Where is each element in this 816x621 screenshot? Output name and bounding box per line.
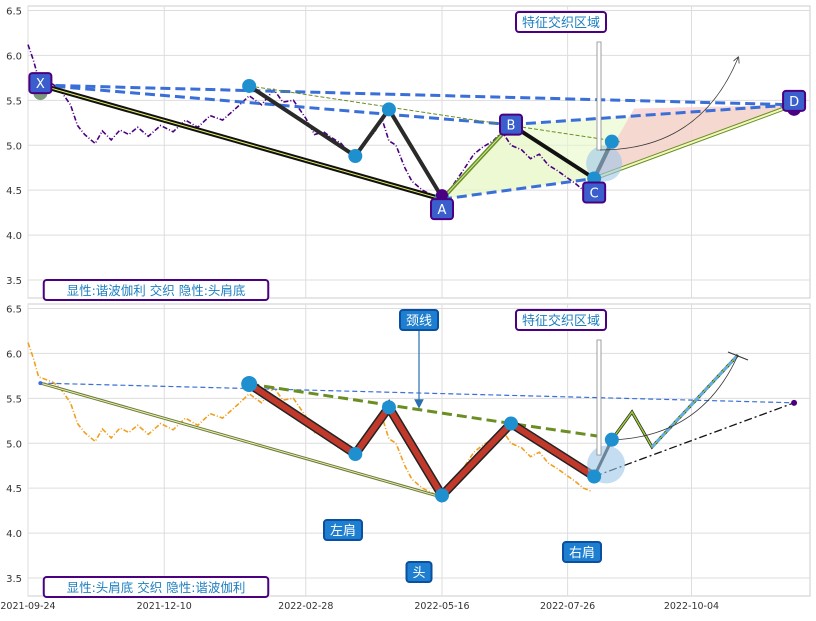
zone-label-bottom-box [515, 309, 607, 331]
harmonic-dash-xb [40, 83, 512, 127]
harmonic-leg-xa-inner [40, 84, 443, 200]
hs-point-marker [348, 149, 363, 164]
hs-point-marker [381, 102, 396, 117]
pivot-dot-x-bottom [38, 381, 43, 386]
harmonic-thin-cd [593, 402, 795, 478]
y-tick-label: 4.5 [6, 484, 22, 495]
hs-line [247, 381, 596, 501]
pivot-label-c: C [590, 187, 599, 202]
hs-point-marker-bottom [587, 469, 602, 484]
x-tick-label: 2021-12-10 [137, 601, 192, 612]
pivot-label-box [430, 198, 454, 221]
y-tick-label: 5.0 [6, 439, 22, 450]
projection-arrow-top [599, 58, 738, 151]
zone-label-top-box [515, 11, 607, 33]
hs-structure-top [248, 84, 444, 199]
hs-point-marker-bottom [604, 432, 619, 447]
y-tick-label: 5.5 [6, 394, 22, 405]
head-label: 头 [412, 566, 425, 581]
pivot-label-box [28, 72, 53, 95]
hs-point-marker [604, 134, 619, 149]
pivot-dot-d-bottom [791, 399, 798, 406]
y-tick-label: 3.5 [6, 574, 22, 585]
x-tick-label: 2022-10-04 [664, 601, 719, 612]
x-tick-label: 2022-07-26 [540, 601, 595, 612]
hs-point-marker-bottom [241, 375, 258, 392]
zone-pointer-top [596, 41, 602, 151]
neckline-label-box [399, 309, 439, 331]
left-shoulder-label-box [323, 519, 363, 541]
hs-point-marker-bottom [348, 447, 363, 462]
pivot-label-x: X [36, 77, 45, 92]
corner-label-top-box [42, 279, 270, 301]
right-shoulder-label: 右肩 [569, 545, 595, 561]
y-tick-label: 4.5 [6, 186, 22, 197]
harmonic-dash-ac [441, 177, 595, 201]
pivot-label-d: D [789, 95, 799, 110]
harmonic-fill-abc [442, 124, 595, 200]
corner-label-bottom-box [42, 576, 270, 598]
zone-pointer-bottom [596, 339, 602, 456]
left-shoulder-label: 左肩 [330, 523, 356, 539]
pivot-label-box [499, 113, 523, 136]
y-tick-label: 4.0 [6, 231, 22, 242]
pivot-label-box [782, 89, 807, 112]
price-line-top [27, 44, 591, 201]
projection-arc-bottom [604, 354, 739, 441]
y-tick-label: 3.5 [6, 276, 22, 287]
projection-zigzag [611, 354, 739, 449]
y-tick-label: 6.5 [6, 6, 22, 17]
pivot-label-b: B [507, 119, 516, 134]
hs-point-marker-bottom [504, 416, 518, 431]
pivot-label-box [582, 181, 607, 204]
hs-point-marker-bottom [381, 400, 396, 415]
x-tick-label: 2022-02-28 [278, 601, 333, 612]
harmonic-dash-bd [510, 103, 795, 127]
y-tick-label: 5.5 [6, 96, 22, 107]
corner-label-bottom: 显性:头肩底 交织 隐性:谐波伽利 [67, 580, 246, 595]
pivot-label-a: A [438, 203, 447, 218]
harmonic-thin-xd [40, 382, 795, 404]
x-tick-label: 2021-09-24 [0, 601, 55, 612]
price-line-bottom [27, 342, 591, 499]
zone-label-top: 特征交织区域 [522, 15, 600, 31]
projection-target-cap [727, 351, 749, 361]
harmonic-leg-bc [509, 122, 596, 181]
harmonic-leg-cd-inner [593, 103, 795, 180]
head-label-box [405, 561, 433, 583]
zone-label-bottom: 特征交织区域 [522, 313, 600, 329]
y-tick-label: 6.0 [6, 349, 22, 360]
neckline-label: 颈线 [406, 314, 432, 329]
plot-frame-top [27, 5, 811, 299]
corner-label-top: 显性:谐波伽利 交织 隐性:头肩底 [67, 283, 246, 298]
y-tick-label: 6.0 [6, 51, 22, 62]
y-tick-label: 6.5 [6, 304, 22, 315]
y-tick-label: 4.0 [6, 529, 22, 540]
harmonic-thin-xa-inner [40, 382, 443, 498]
hs-point-marker-bottom [435, 488, 449, 503]
right-shoulder-label-box [562, 541, 602, 563]
x-tick-label: 2022-05-16 [414, 601, 469, 612]
hs-point-marker [242, 78, 257, 93]
harmonic-leg-ab-inner [441, 124, 512, 200]
harmonic-dash-xd [40, 83, 795, 107]
y-tick-label: 5.0 [6, 141, 22, 152]
